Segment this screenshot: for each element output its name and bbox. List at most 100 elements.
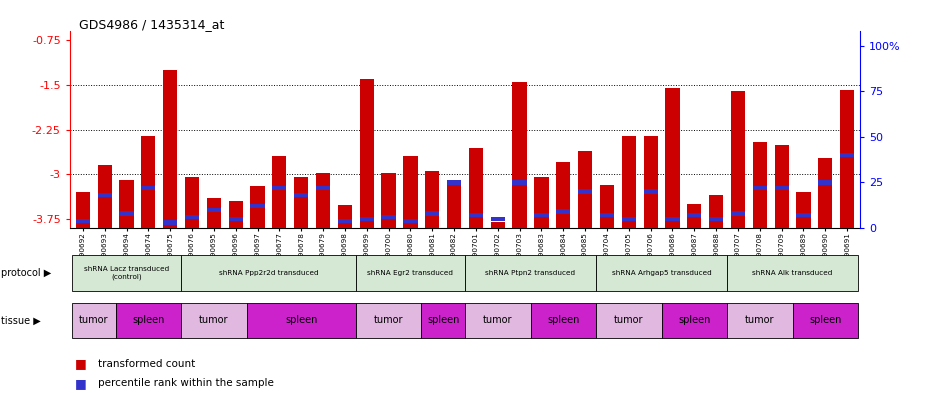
Bar xyxy=(491,217,505,221)
Bar xyxy=(185,177,199,228)
Bar xyxy=(687,213,701,217)
Bar xyxy=(381,173,395,228)
Bar xyxy=(600,185,614,228)
Bar xyxy=(818,158,832,228)
Bar xyxy=(687,204,701,228)
Bar xyxy=(360,217,374,221)
Bar xyxy=(356,255,465,291)
Bar xyxy=(796,192,811,228)
Text: spleen: spleen xyxy=(132,315,165,325)
Bar xyxy=(316,186,330,190)
Bar xyxy=(338,205,352,228)
Bar xyxy=(596,303,661,338)
Text: spleen: spleen xyxy=(285,315,317,325)
Bar xyxy=(185,215,199,219)
Bar xyxy=(229,217,243,221)
Text: shRNA Alk transduced: shRNA Alk transduced xyxy=(752,270,832,276)
Bar xyxy=(661,303,727,338)
Bar xyxy=(141,186,155,190)
Bar xyxy=(119,211,134,215)
Bar xyxy=(465,303,530,338)
Bar xyxy=(360,79,374,228)
Bar xyxy=(381,215,395,219)
Bar xyxy=(250,204,265,208)
Bar xyxy=(316,173,330,228)
Bar xyxy=(272,156,286,228)
Bar xyxy=(246,303,356,338)
Bar xyxy=(338,219,352,223)
Bar xyxy=(644,189,658,194)
Text: shRNA Arhgap5 transduced: shRNA Arhgap5 transduced xyxy=(612,270,711,276)
Bar xyxy=(752,141,767,228)
Bar xyxy=(665,217,680,221)
Bar xyxy=(425,211,439,215)
Bar xyxy=(163,70,178,228)
Bar xyxy=(294,193,309,197)
Text: protocol ▶: protocol ▶ xyxy=(1,268,51,278)
Bar xyxy=(206,208,221,212)
Bar xyxy=(356,303,421,338)
Bar xyxy=(98,165,112,228)
Bar xyxy=(72,255,181,291)
Bar xyxy=(469,213,483,217)
Text: shRNA Ptpn2 transduced: shRNA Ptpn2 transduced xyxy=(485,270,576,276)
Bar xyxy=(535,177,549,228)
Text: tumor: tumor xyxy=(199,315,229,325)
Bar xyxy=(556,162,570,228)
Bar xyxy=(294,177,309,228)
Text: spleen: spleen xyxy=(809,315,842,325)
Bar xyxy=(621,217,636,221)
Bar xyxy=(727,255,858,291)
Text: tumor: tumor xyxy=(79,315,109,325)
Bar xyxy=(727,303,792,338)
Bar xyxy=(644,136,658,228)
Bar xyxy=(621,136,636,228)
Bar xyxy=(840,90,855,228)
Bar xyxy=(709,217,724,221)
Bar xyxy=(818,180,832,185)
Text: tumor: tumor xyxy=(483,315,512,325)
Bar xyxy=(578,151,592,228)
Bar xyxy=(447,183,461,228)
Text: tumor: tumor xyxy=(614,315,644,325)
Bar xyxy=(141,136,155,228)
Bar xyxy=(465,255,596,291)
Bar xyxy=(796,213,811,217)
Text: spleen: spleen xyxy=(427,315,459,325)
Bar xyxy=(512,180,526,185)
Bar xyxy=(469,147,483,228)
Text: tumor: tumor xyxy=(745,315,775,325)
Text: ■: ■ xyxy=(74,376,86,390)
Bar xyxy=(115,303,181,338)
Text: percentile rank within the sample: percentile rank within the sample xyxy=(98,378,273,388)
Bar xyxy=(421,303,465,338)
Bar xyxy=(491,222,505,228)
Bar xyxy=(840,153,855,157)
Bar xyxy=(530,303,596,338)
Bar xyxy=(447,180,461,185)
Bar xyxy=(596,255,727,291)
Text: shRNA Ppp2r2d transduced: shRNA Ppp2r2d transduced xyxy=(219,270,318,276)
Bar xyxy=(775,186,789,190)
Bar xyxy=(272,186,286,190)
Bar xyxy=(665,88,680,228)
Bar xyxy=(163,220,178,225)
Bar xyxy=(731,91,745,228)
Bar xyxy=(404,156,418,228)
Bar xyxy=(404,219,418,223)
Bar xyxy=(535,213,549,217)
Bar xyxy=(709,195,724,228)
Text: spleen: spleen xyxy=(547,315,579,325)
Bar xyxy=(72,303,115,338)
Bar xyxy=(119,180,134,228)
Text: tissue ▶: tissue ▶ xyxy=(1,315,41,325)
Bar xyxy=(578,189,592,194)
Text: spleen: spleen xyxy=(678,315,711,325)
Bar xyxy=(752,186,767,190)
Text: shRNA Lacz transduced
(control): shRNA Lacz transduced (control) xyxy=(84,266,169,280)
Bar xyxy=(425,171,439,228)
Bar xyxy=(731,211,745,215)
Bar xyxy=(792,303,858,338)
Bar xyxy=(556,209,570,214)
Bar xyxy=(181,255,356,291)
